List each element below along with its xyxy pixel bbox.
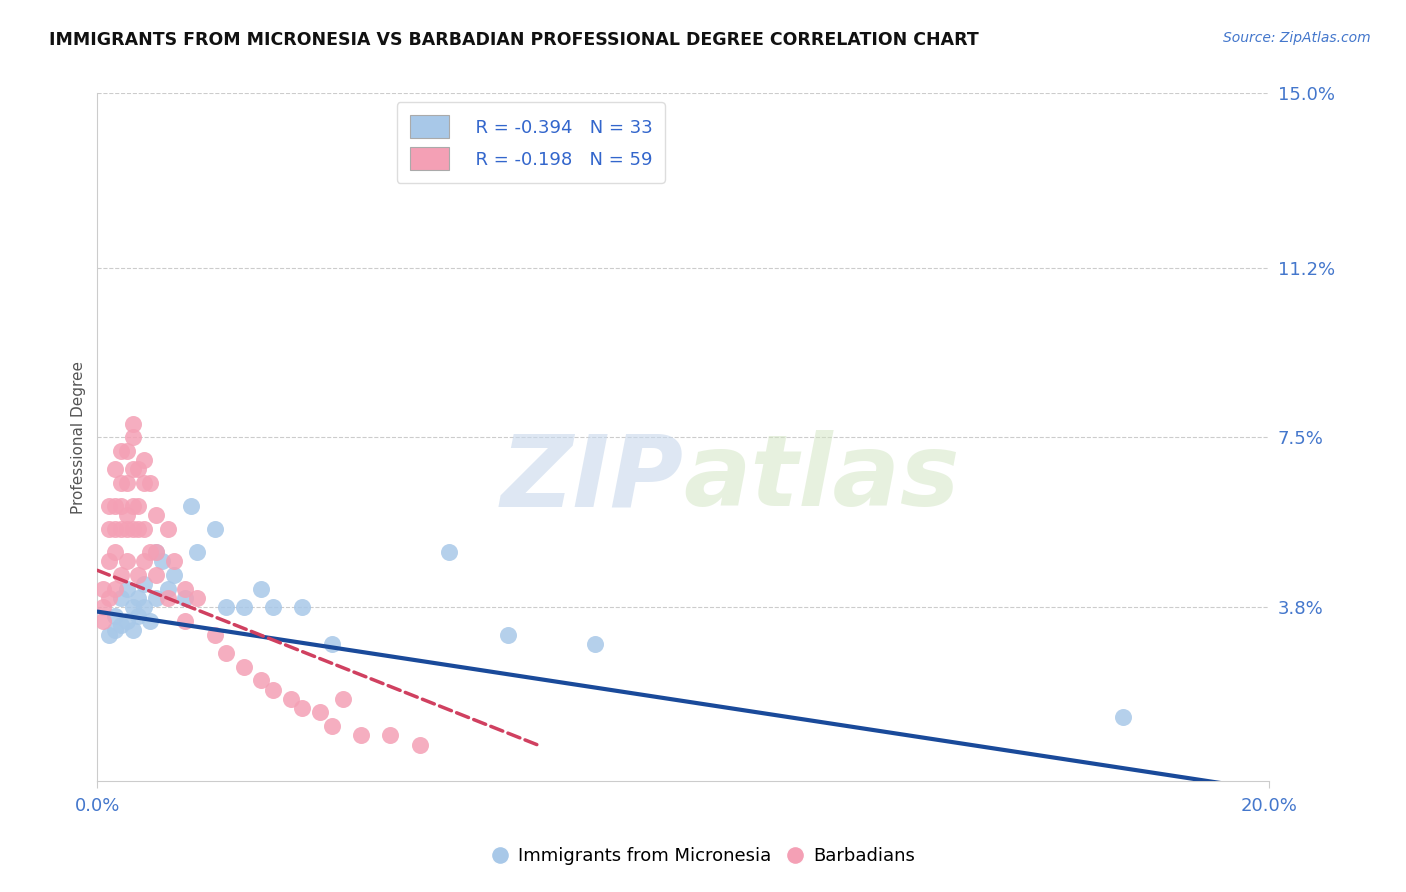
- Point: [121, 522, 143, 536]
- Point: [139, 614, 162, 628]
- Point: [139, 545, 162, 559]
- Point: [232, 600, 254, 615]
- Point: [156, 522, 179, 536]
- Point: [250, 582, 273, 596]
- Point: [121, 462, 143, 476]
- Point: [156, 591, 179, 605]
- Point: [110, 618, 132, 632]
- Y-axis label: Professional Degree: Professional Degree: [72, 361, 86, 514]
- Point: [110, 591, 132, 605]
- Point: [127, 568, 149, 582]
- Point: [204, 627, 226, 641]
- Point: [150, 554, 173, 568]
- Point: [134, 600, 156, 615]
- Point: [98, 591, 121, 605]
- Point: [134, 476, 156, 491]
- Point: [115, 476, 138, 491]
- Point: [232, 659, 254, 673]
- Point: [98, 627, 121, 641]
- Point: [250, 673, 273, 688]
- Point: [309, 706, 332, 720]
- Point: [134, 453, 156, 467]
- Point: [91, 614, 114, 628]
- Point: [121, 623, 143, 637]
- Point: [1112, 710, 1135, 724]
- Point: [115, 444, 138, 458]
- Point: [121, 600, 143, 615]
- Point: [104, 582, 127, 596]
- Point: [104, 609, 127, 624]
- Point: [104, 623, 127, 637]
- Legend: Immigrants from Micronesia, Barbadians: Immigrants from Micronesia, Barbadians: [484, 840, 922, 872]
- Point: [408, 738, 430, 752]
- Point: [110, 476, 132, 491]
- Point: [127, 609, 149, 624]
- Point: [115, 508, 138, 523]
- Point: [104, 499, 127, 513]
- Point: [134, 522, 156, 536]
- Point: [262, 600, 284, 615]
- Point: [174, 591, 197, 605]
- Point: [121, 417, 143, 431]
- Point: [145, 545, 167, 559]
- Point: [121, 430, 143, 444]
- Point: [104, 522, 127, 536]
- Point: [174, 614, 197, 628]
- Point: [127, 462, 149, 476]
- Point: [145, 568, 167, 582]
- Point: [280, 691, 302, 706]
- Point: [380, 728, 402, 742]
- Point: [110, 522, 132, 536]
- Point: [215, 600, 238, 615]
- Point: [104, 462, 127, 476]
- Point: [204, 522, 226, 536]
- Point: [437, 545, 460, 559]
- Point: [115, 614, 138, 628]
- Point: [110, 444, 132, 458]
- Point: [291, 701, 314, 715]
- Point: [186, 591, 208, 605]
- Point: [115, 554, 138, 568]
- Point: [145, 545, 167, 559]
- Point: [104, 545, 127, 559]
- Point: [127, 591, 149, 605]
- Text: IMMIGRANTS FROM MICRONESIA VS BARBADIAN PROFESSIONAL DEGREE CORRELATION CHART: IMMIGRANTS FROM MICRONESIA VS BARBADIAN …: [49, 31, 979, 49]
- Point: [262, 682, 284, 697]
- Point: [91, 582, 114, 596]
- Point: [583, 637, 606, 651]
- Point: [321, 637, 343, 651]
- Point: [332, 691, 354, 706]
- Point: [121, 499, 143, 513]
- Point: [98, 522, 121, 536]
- Point: [115, 582, 138, 596]
- Point: [91, 600, 114, 615]
- Point: [180, 499, 202, 513]
- Point: [186, 545, 208, 559]
- Point: [110, 568, 132, 582]
- Point: [139, 476, 162, 491]
- Point: [162, 554, 184, 568]
- Point: [98, 499, 121, 513]
- Text: atlas: atlas: [683, 430, 960, 527]
- Point: [98, 554, 121, 568]
- Point: [162, 568, 184, 582]
- Point: [145, 508, 167, 523]
- Point: [174, 582, 197, 596]
- Text: Source: ZipAtlas.com: Source: ZipAtlas.com: [1223, 31, 1371, 45]
- Point: [127, 522, 149, 536]
- Point: [134, 577, 156, 591]
- Text: ZIP: ZIP: [501, 430, 683, 527]
- Point: [127, 499, 149, 513]
- Point: [291, 600, 314, 615]
- Point: [110, 499, 132, 513]
- Point: [134, 554, 156, 568]
- Point: [215, 646, 238, 660]
- Point: [156, 582, 179, 596]
- Point: [115, 522, 138, 536]
- Point: [145, 591, 167, 605]
- Point: [350, 728, 373, 742]
- Point: [496, 627, 519, 641]
- Point: [321, 719, 343, 733]
- Legend:   R = -0.394   N = 33,   R = -0.198   N = 59: R = -0.394 N = 33, R = -0.198 N = 59: [396, 103, 665, 183]
